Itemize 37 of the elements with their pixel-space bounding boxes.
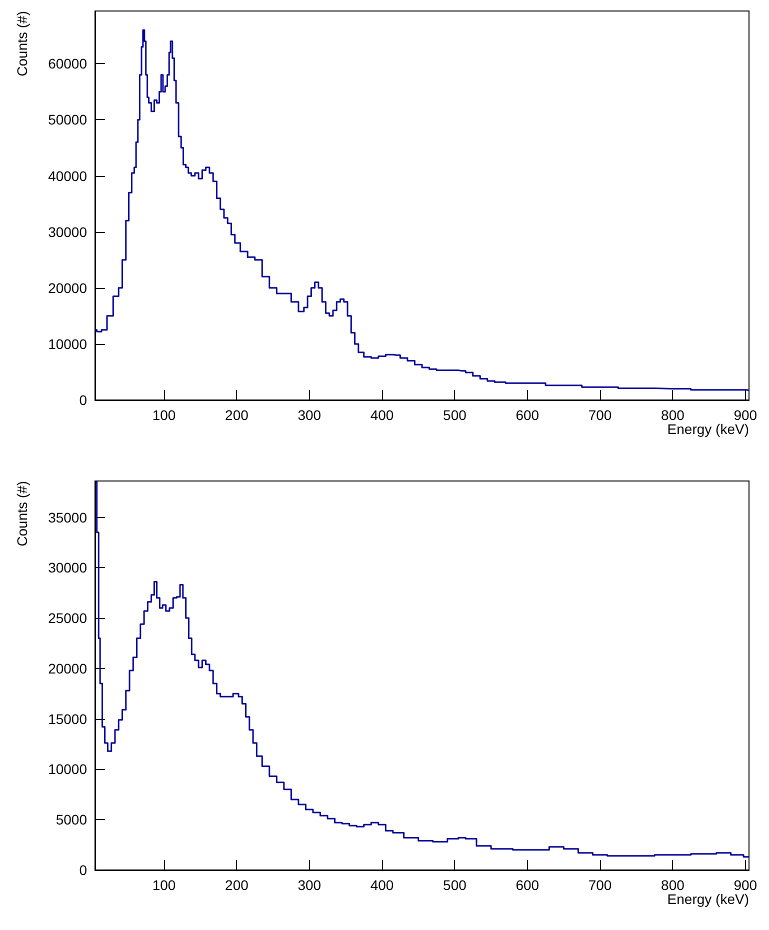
x-tick-label: 300 (298, 407, 322, 423)
x-tick-label: 900 (734, 877, 758, 893)
x-tick-label: 800 (661, 407, 685, 423)
y-tick-label: 0 (79, 392, 88, 408)
x-tick-label: 800 (661, 877, 685, 893)
x-tick-label: 100 (152, 407, 176, 423)
x-tick-label: 200 (225, 877, 249, 893)
y-tick-label: 20000 (48, 660, 88, 676)
x-axis-title: Energy (keV) (667, 421, 749, 437)
y-tick-label: 0 (79, 862, 88, 878)
x-tick-label: 600 (516, 877, 540, 893)
x-tick-label: 200 (225, 407, 249, 423)
y-axis-title: Counts (#) (14, 11, 30, 76)
y-tick-label: 60000 (48, 56, 88, 72)
x-tick-label: 500 (443, 877, 467, 893)
x-axis-title: Energy (keV) (667, 891, 749, 907)
x-tick-label: 300 (298, 877, 322, 893)
y-tick-label: 35000 (48, 509, 88, 526)
y-axis-title: Counts (#) (14, 481, 30, 546)
y-tick-label: 5000 (56, 812, 88, 828)
y-tick-label: 25000 (48, 610, 88, 626)
y-tick-label: 40000 (48, 168, 88, 184)
y-tick-label: 20000 (48, 280, 88, 296)
x-tick-label: 400 (370, 877, 394, 893)
x-tick-label: 100 (152, 877, 176, 893)
y-tick-label: 10000 (48, 336, 88, 352)
y-tick-label: 50000 (48, 112, 88, 128)
y-tick-label: 15000 (48, 710, 88, 727)
x-tick-label: 600 (516, 407, 540, 423)
x-tick-label: 900 (734, 407, 758, 423)
x-tick-label: 500 (443, 407, 467, 423)
y-tick-label: 30000 (48, 560, 88, 576)
y-tick-label: 10000 (48, 761, 88, 778)
y-tick-label: 30000 (48, 224, 88, 240)
x-tick-label: 400 (370, 407, 394, 423)
x-tick-label: 700 (588, 877, 612, 893)
x-tick-label: 700 (588, 407, 612, 423)
